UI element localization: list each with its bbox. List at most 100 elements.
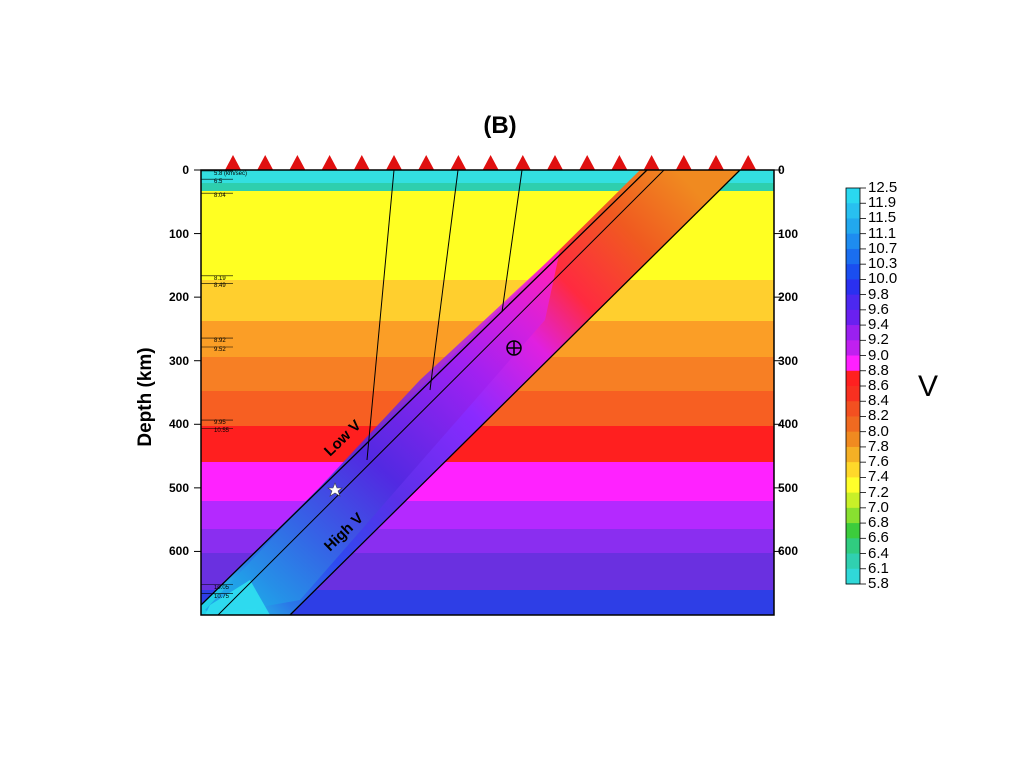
colorbar-segment [846, 431, 860, 448]
left-depth-tick-label: 500 [168, 480, 189, 495]
colorbar-label: 11.9 [868, 194, 897, 212]
colorbar-segment [846, 233, 860, 250]
right-depth-tick-label: 600 [778, 544, 799, 559]
lower-crust-layer [201, 183, 774, 191]
right-depth-tick-label: 100 [778, 226, 799, 241]
station-triangle [482, 155, 499, 170]
left-depth-tick-label: 100 [168, 226, 189, 241]
layer-velocity-note: 8.92 [214, 338, 226, 345]
colorbar-label: 7.0 [868, 498, 889, 516]
colorbar-segment [846, 446, 860, 463]
station-triangle [547, 155, 563, 170]
transition-layer-9-4 [201, 462, 774, 501]
colorbar [845, 187, 866, 585]
layer-velocity-note: 10.75 [214, 593, 230, 600]
depth-tick-marks [194, 169, 781, 552]
right-depth-tick-label: 0 [778, 163, 785, 177]
colorbar-segment [846, 370, 860, 387]
station-triangle [418, 155, 435, 170]
colorbar-label: 7.6 [868, 453, 889, 471]
colorbar-segment [846, 477, 860, 494]
depth-axis-title: Depth (km) [135, 347, 156, 447]
colorbar-segment [846, 355, 860, 372]
colorbar-label: 8.2 [868, 407, 889, 425]
colorbar-label: 10.3 [868, 255, 898, 273]
colorbar-segment [846, 248, 860, 265]
colorbar-label: 10.0 [868, 270, 898, 288]
station-triangle [579, 155, 596, 170]
colorbar-segment [846, 401, 860, 417]
ray-path-2 [429, 169, 459, 391]
colorbar-segment [846, 309, 860, 326]
colorbar-segment [846, 538, 860, 555]
colorbar-label: 11.1 [868, 224, 897, 242]
station-triangle [353, 155, 370, 170]
station-triangle [611, 155, 628, 170]
colorbar-segment [846, 325, 860, 341]
star-symbol [327, 482, 343, 497]
colorbar-label: 6.4 [868, 544, 889, 562]
station-triangle [289, 155, 306, 170]
left-depth-tick-label: 300 [168, 353, 189, 368]
layer-note-lines [201, 170, 233, 594]
slab-tip-cold-region [205, 580, 270, 615]
colorbar-label: 6.6 [868, 529, 889, 547]
layer-velocity-note: 8.19 [214, 275, 226, 282]
colorbar-label: 6.8 [868, 514, 889, 532]
station-triangle [386, 155, 402, 170]
ray-path-1 [366, 169, 395, 461]
crossed-circle-symbol [506, 340, 522, 356]
colorbar-label: 8.0 [868, 422, 889, 440]
colorbar-segment [846, 340, 860, 357]
layer-velocity-note: 10.05 [214, 584, 230, 591]
station-triangle [643, 155, 660, 170]
colorbar-segment [846, 218, 860, 235]
colorbar-segment [846, 507, 860, 524]
layer-velocity-note: 8.49 [214, 283, 226, 290]
colorbar-label: 5.8 [868, 575, 889, 592]
slab-group [201, 170, 741, 615]
station-triangle [708, 155, 724, 170]
plot-frame [200, 169, 775, 616]
colorbar-label: 9.4 [868, 316, 889, 334]
colorbar-label: 7.4 [868, 468, 889, 486]
layer-velocity-note: 9.95 [214, 420, 226, 427]
left-depth-tick-label: 0 [182, 163, 189, 177]
left-depth-tick-label: 400 [168, 417, 189, 432]
colorbar-label: 11.5 [868, 209, 897, 227]
layer-velocity-note: 9.52 [214, 347, 226, 353]
colorbar-segment [846, 492, 860, 509]
ray-path-3 [501, 169, 523, 313]
mantle-layer-9-2 [201, 426, 774, 462]
ray-paths [366, 169, 523, 461]
left-depth-tick-label: 200 [168, 290, 189, 305]
colorbar-label: 9.2 [868, 331, 889, 349]
colorbar-label: 8.8 [868, 361, 889, 379]
layer-velocity-note: 10.55 [214, 428, 230, 435]
colorbar-label: 6.1 [868, 559, 889, 577]
slab-bottom-boundary [289, 170, 741, 615]
colorbar-label: 9.0 [868, 346, 889, 364]
station-triangle [225, 155, 241, 170]
colorbar-label: 12.5 [868, 179, 898, 196]
slab-top-boundary [201, 170, 648, 606]
colorbar-segment [846, 568, 860, 585]
colorbar-label: 10.7 [868, 239, 898, 257]
colorbar-segment [846, 416, 860, 433]
slab-inner-boundary [217, 170, 665, 615]
colorbar-segment [846, 188, 860, 204]
colorbar-segment [846, 279, 860, 296]
right-depth-tick-label: 200 [778, 290, 799, 305]
colorbar-segment [846, 462, 860, 478]
right-depth-tick-label: 400 [778, 417, 799, 432]
left-depth-tick-label: 600 [168, 544, 189, 559]
colorbar-segment [846, 386, 860, 402]
layer-velocity-note: 5.8 (km/sec) [214, 170, 248, 177]
station-triangles [225, 155, 757, 170]
mantle-layer-8-4 [201, 280, 774, 321]
station-triangle [514, 155, 531, 170]
station-triangle [257, 155, 274, 170]
colorbar-segment [846, 203, 860, 219]
panel-label: (B) [483, 112, 517, 139]
